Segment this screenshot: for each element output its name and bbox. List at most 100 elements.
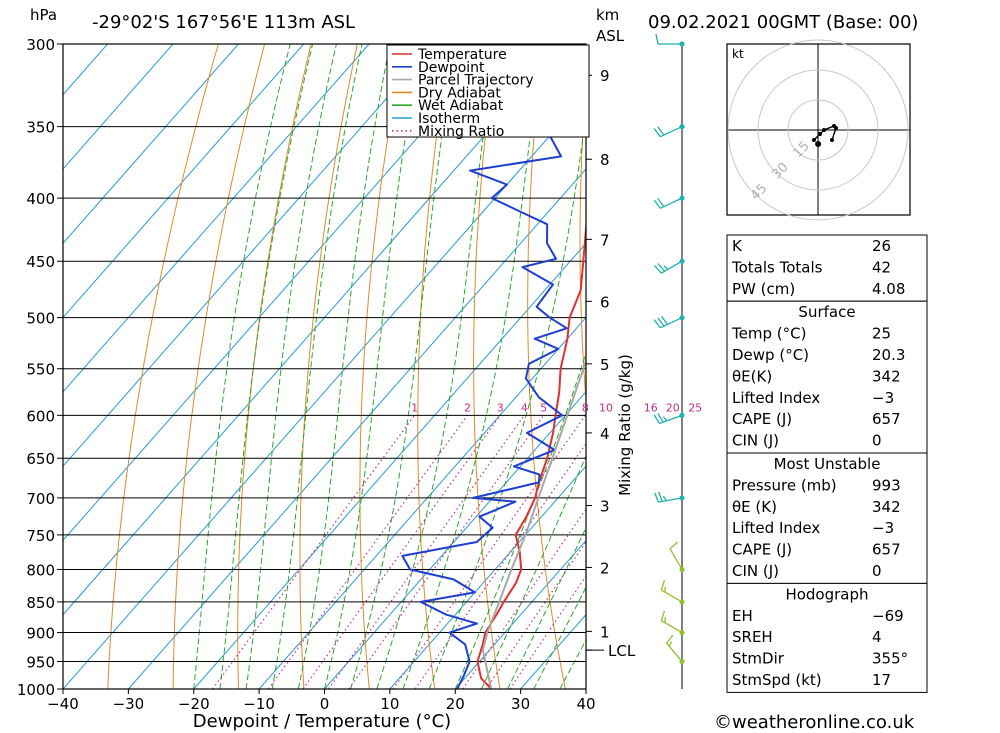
- legend-box: [386, 44, 590, 138]
- isotherm-line: [389, 465, 586, 689]
- km-tick-label: 1: [600, 623, 610, 641]
- wet-adiabat-line: [350, 44, 457, 689]
- wind-barb-feather: [657, 263, 666, 272]
- isotherm-line: [324, 391, 586, 689]
- most-unstable-table-label: Pressure (mb): [732, 476, 837, 494]
- isotherm-line: [63, 44, 501, 542]
- indices-table-value: 4.08: [872, 280, 905, 298]
- x-tick-label: −10: [243, 695, 275, 713]
- surface-table-title: Surface: [798, 303, 855, 321]
- km-tick-label: 8: [600, 151, 610, 169]
- mixing-ratio-line: [392, 414, 586, 689]
- legend-label: Isotherm: [418, 111, 480, 127]
- wind-barb-feather: [662, 495, 667, 502]
- hodograph-table-box: [726, 582, 928, 693]
- wet-adiabat-line: [428, 111, 586, 689]
- pressure-tick-label: 350: [26, 119, 55, 137]
- temperature-curve: [476, 187, 586, 689]
- indices-table-label: PW (cm): [732, 280, 795, 298]
- hodograph-table-value: −69: [872, 607, 904, 625]
- x-tick-label: 20: [446, 695, 465, 713]
- hodograph-table-value: 4: [872, 628, 882, 646]
- legend-label: Dewpoint: [418, 60, 485, 76]
- isotherm-line: [63, 93, 586, 689]
- wet-adiabat-line: [533, 586, 586, 689]
- wet-adiabat-line: [271, 44, 363, 689]
- hodograph-table-label: StmSpd (kt): [732, 671, 822, 689]
- hodograph-point: [812, 138, 816, 142]
- indices-table-value: 26: [872, 237, 891, 255]
- most-unstable-table-value: 993: [872, 476, 901, 494]
- mixing-ratio-label: 20: [666, 401, 680, 414]
- km-tick-label: 4: [600, 425, 610, 443]
- wind-barb-feather: [666, 634, 674, 644]
- wind-barb-feather: [669, 541, 679, 550]
- dewpoint-curve: [401, 44, 574, 689]
- wind-barb-feather: [655, 33, 659, 45]
- wind-barb-feather: [653, 128, 661, 138]
- wind-barb-feather: [653, 414, 660, 424]
- wind-barb-feather: [657, 491, 663, 502]
- mixing-ratio-label: 1: [411, 401, 418, 414]
- x-tick-label: 30: [511, 695, 530, 713]
- hodograph-table-value: 17: [872, 671, 891, 689]
- wind-dot: [679, 629, 685, 636]
- surface-table-label: Temp (°C): [731, 325, 806, 343]
- pressure-tick-label: 550: [26, 361, 55, 379]
- indices-table-value: 42: [872, 258, 891, 276]
- x-axis-title: Dewpoint / Temperature (°C): [193, 711, 451, 732]
- mixing-ratio-line: [348, 414, 545, 689]
- mixing-ratio-label: 2: [464, 401, 471, 414]
- hodograph-point: [834, 126, 838, 130]
- km-tick-label: LCL: [608, 642, 636, 660]
- wind-barb-feather: [654, 265, 662, 274]
- mixing-ratio-label: 5: [540, 401, 547, 414]
- wind-barb-feather: [654, 492, 660, 503]
- surface-table-value: 0: [872, 432, 882, 450]
- surface-table-label: CIN (J): [732, 432, 779, 450]
- hpa-unit-label: hPa: [30, 6, 57, 24]
- isotherm-line: [128, 168, 586, 689]
- isotherm-line: [193, 242, 586, 689]
- datetime-title: 09.02.2021 00GMT (Base: 00): [648, 12, 918, 33]
- dry-adiabat-line: [960, 44, 1000, 689]
- wind-barb-feather: [657, 413, 664, 423]
- most-unstable-table-value: 342: [872, 498, 901, 516]
- wet-adiabat-line: [245, 44, 337, 689]
- plot-frame: [62, 43, 587, 690]
- mixing-ratio-label: 3: [497, 401, 504, 414]
- dry-adiabat-line: [527, 44, 566, 689]
- dry-adiabat-line: [579, 74, 586, 407]
- mixing-ratio-label: 10: [599, 401, 613, 414]
- wind-barb-feather: [660, 315, 669, 325]
- wet-adiabat-line: [219, 44, 314, 689]
- hodograph-table-label: SREH: [732, 628, 773, 646]
- isotherm-line: [63, 44, 239, 245]
- dry-adiabat-line: [631, 44, 697, 689]
- mixing-ratio-label: 25: [688, 401, 702, 414]
- km-tick-label: 9: [600, 67, 610, 85]
- hodograph-point: [822, 128, 826, 132]
- hodograph-ring: [757, 69, 879, 191]
- dry-adiabat-line: [359, 44, 405, 689]
- hodograph-ring: [787, 99, 849, 161]
- x-tick-label: 0: [320, 695, 330, 713]
- isotherm-line: [454, 539, 586, 689]
- pressure-tick-label: 400: [26, 190, 55, 208]
- mixing-ratio-label: 16: [644, 401, 658, 414]
- hodograph-table-label: EH: [732, 607, 753, 625]
- hodograph-table-value: 355°: [872, 650, 908, 668]
- isobar-lines: [63, 43, 586, 690]
- wind-barb-feather: [668, 641, 673, 647]
- dry-adiabat-line: [417, 44, 451, 689]
- most-unstable-table-title: Most Unstable: [774, 455, 881, 473]
- indices-table-label: K: [732, 237, 743, 255]
- pressure-axis: 300 350 400 450 500 550 600 650 700 750 800 850 900 9…: [17, 36, 63, 699]
- location-title: -29°02'S 167°56'E 113m ASL: [92, 12, 355, 33]
- km-tick-label: 6: [600, 293, 610, 311]
- hodograph-unit-label: kt: [732, 47, 744, 61]
- wind-barb-feather: [657, 317, 665, 327]
- pressure-tick-label: 600: [26, 407, 55, 425]
- most-unstable-table-label: Lifted Index: [732, 519, 820, 537]
